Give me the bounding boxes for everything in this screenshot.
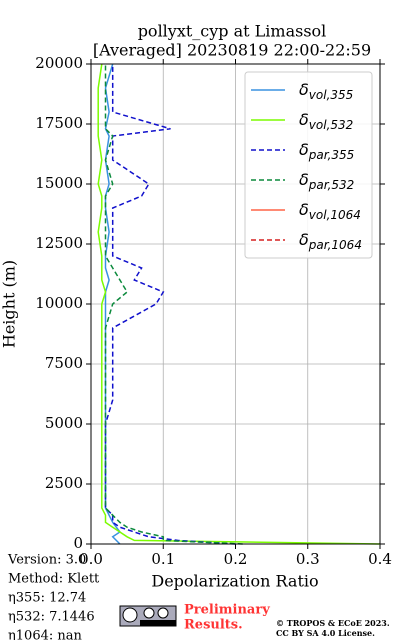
info-text: η532: 7.1446 bbox=[8, 610, 95, 625]
y-axis-label: Height (m) bbox=[0, 260, 19, 348]
x-tick-label: 0.0 bbox=[79, 550, 103, 568]
legend-label: δpar,532 bbox=[299, 170, 354, 192]
x-axis-label: Depolarization Ratio bbox=[151, 572, 318, 591]
info-text: η355: 12.74 bbox=[8, 591, 86, 606]
profile-line bbox=[104, 63, 121, 545]
y-tick-label: 10000 bbox=[35, 294, 83, 312]
chart-title: pollyxt_cyp at Limassol bbox=[138, 22, 327, 41]
info-text: Version: 3.0 bbox=[7, 553, 86, 568]
x-tick-label: 0.2 bbox=[224, 550, 248, 568]
y-tick-label: 5000 bbox=[45, 414, 83, 432]
profile-line bbox=[104, 64, 236, 545]
chart-subtitle: [Averaged] 20230819 22:00-22:59 bbox=[93, 41, 371, 60]
y-tick-label: 15000 bbox=[35, 174, 83, 192]
legend-label: δvol,1064 bbox=[299, 200, 361, 222]
notice-text: Results. bbox=[184, 618, 243, 633]
x-tick-label: 0.4 bbox=[368, 550, 392, 568]
legend: δvol,355 δvol,532 δpar,355 δpar,532 δvol,106… bbox=[244, 71, 373, 259]
x-tick-label: 0.3 bbox=[296, 550, 320, 568]
y-tick-label: 12500 bbox=[35, 234, 83, 252]
info-text: Method: Klett bbox=[8, 572, 100, 587]
info-text: η1064: nan bbox=[8, 629, 83, 640]
y-tick-label: 7500 bbox=[45, 354, 83, 372]
legend-label: δpar,1064 bbox=[299, 230, 362, 252]
legend-label: δpar,355 bbox=[299, 140, 354, 162]
notice-text: Preliminary bbox=[184, 603, 270, 618]
y-tick-label: 17500 bbox=[35, 114, 83, 132]
plot-frame bbox=[90, 63, 381, 545]
copyright-text: © TROPOS & ECoE 2023. bbox=[276, 618, 390, 628]
copyright-text: CC BY SA 4.0 License. bbox=[276, 628, 375, 638]
profile-line bbox=[104, 64, 243, 545]
legend-box bbox=[244, 71, 373, 259]
logo bbox=[119, 605, 177, 627]
y-tick-label: 0 bbox=[73, 534, 83, 552]
y-tick-label: 2500 bbox=[45, 474, 83, 492]
legend-label: δvol,532 bbox=[299, 110, 353, 132]
y-tick-label: 20000 bbox=[35, 54, 83, 72]
profile-line bbox=[97, 63, 381, 545]
x-tick-label: 0.1 bbox=[151, 550, 175, 568]
legend-label: δvol,355 bbox=[299, 80, 353, 102]
